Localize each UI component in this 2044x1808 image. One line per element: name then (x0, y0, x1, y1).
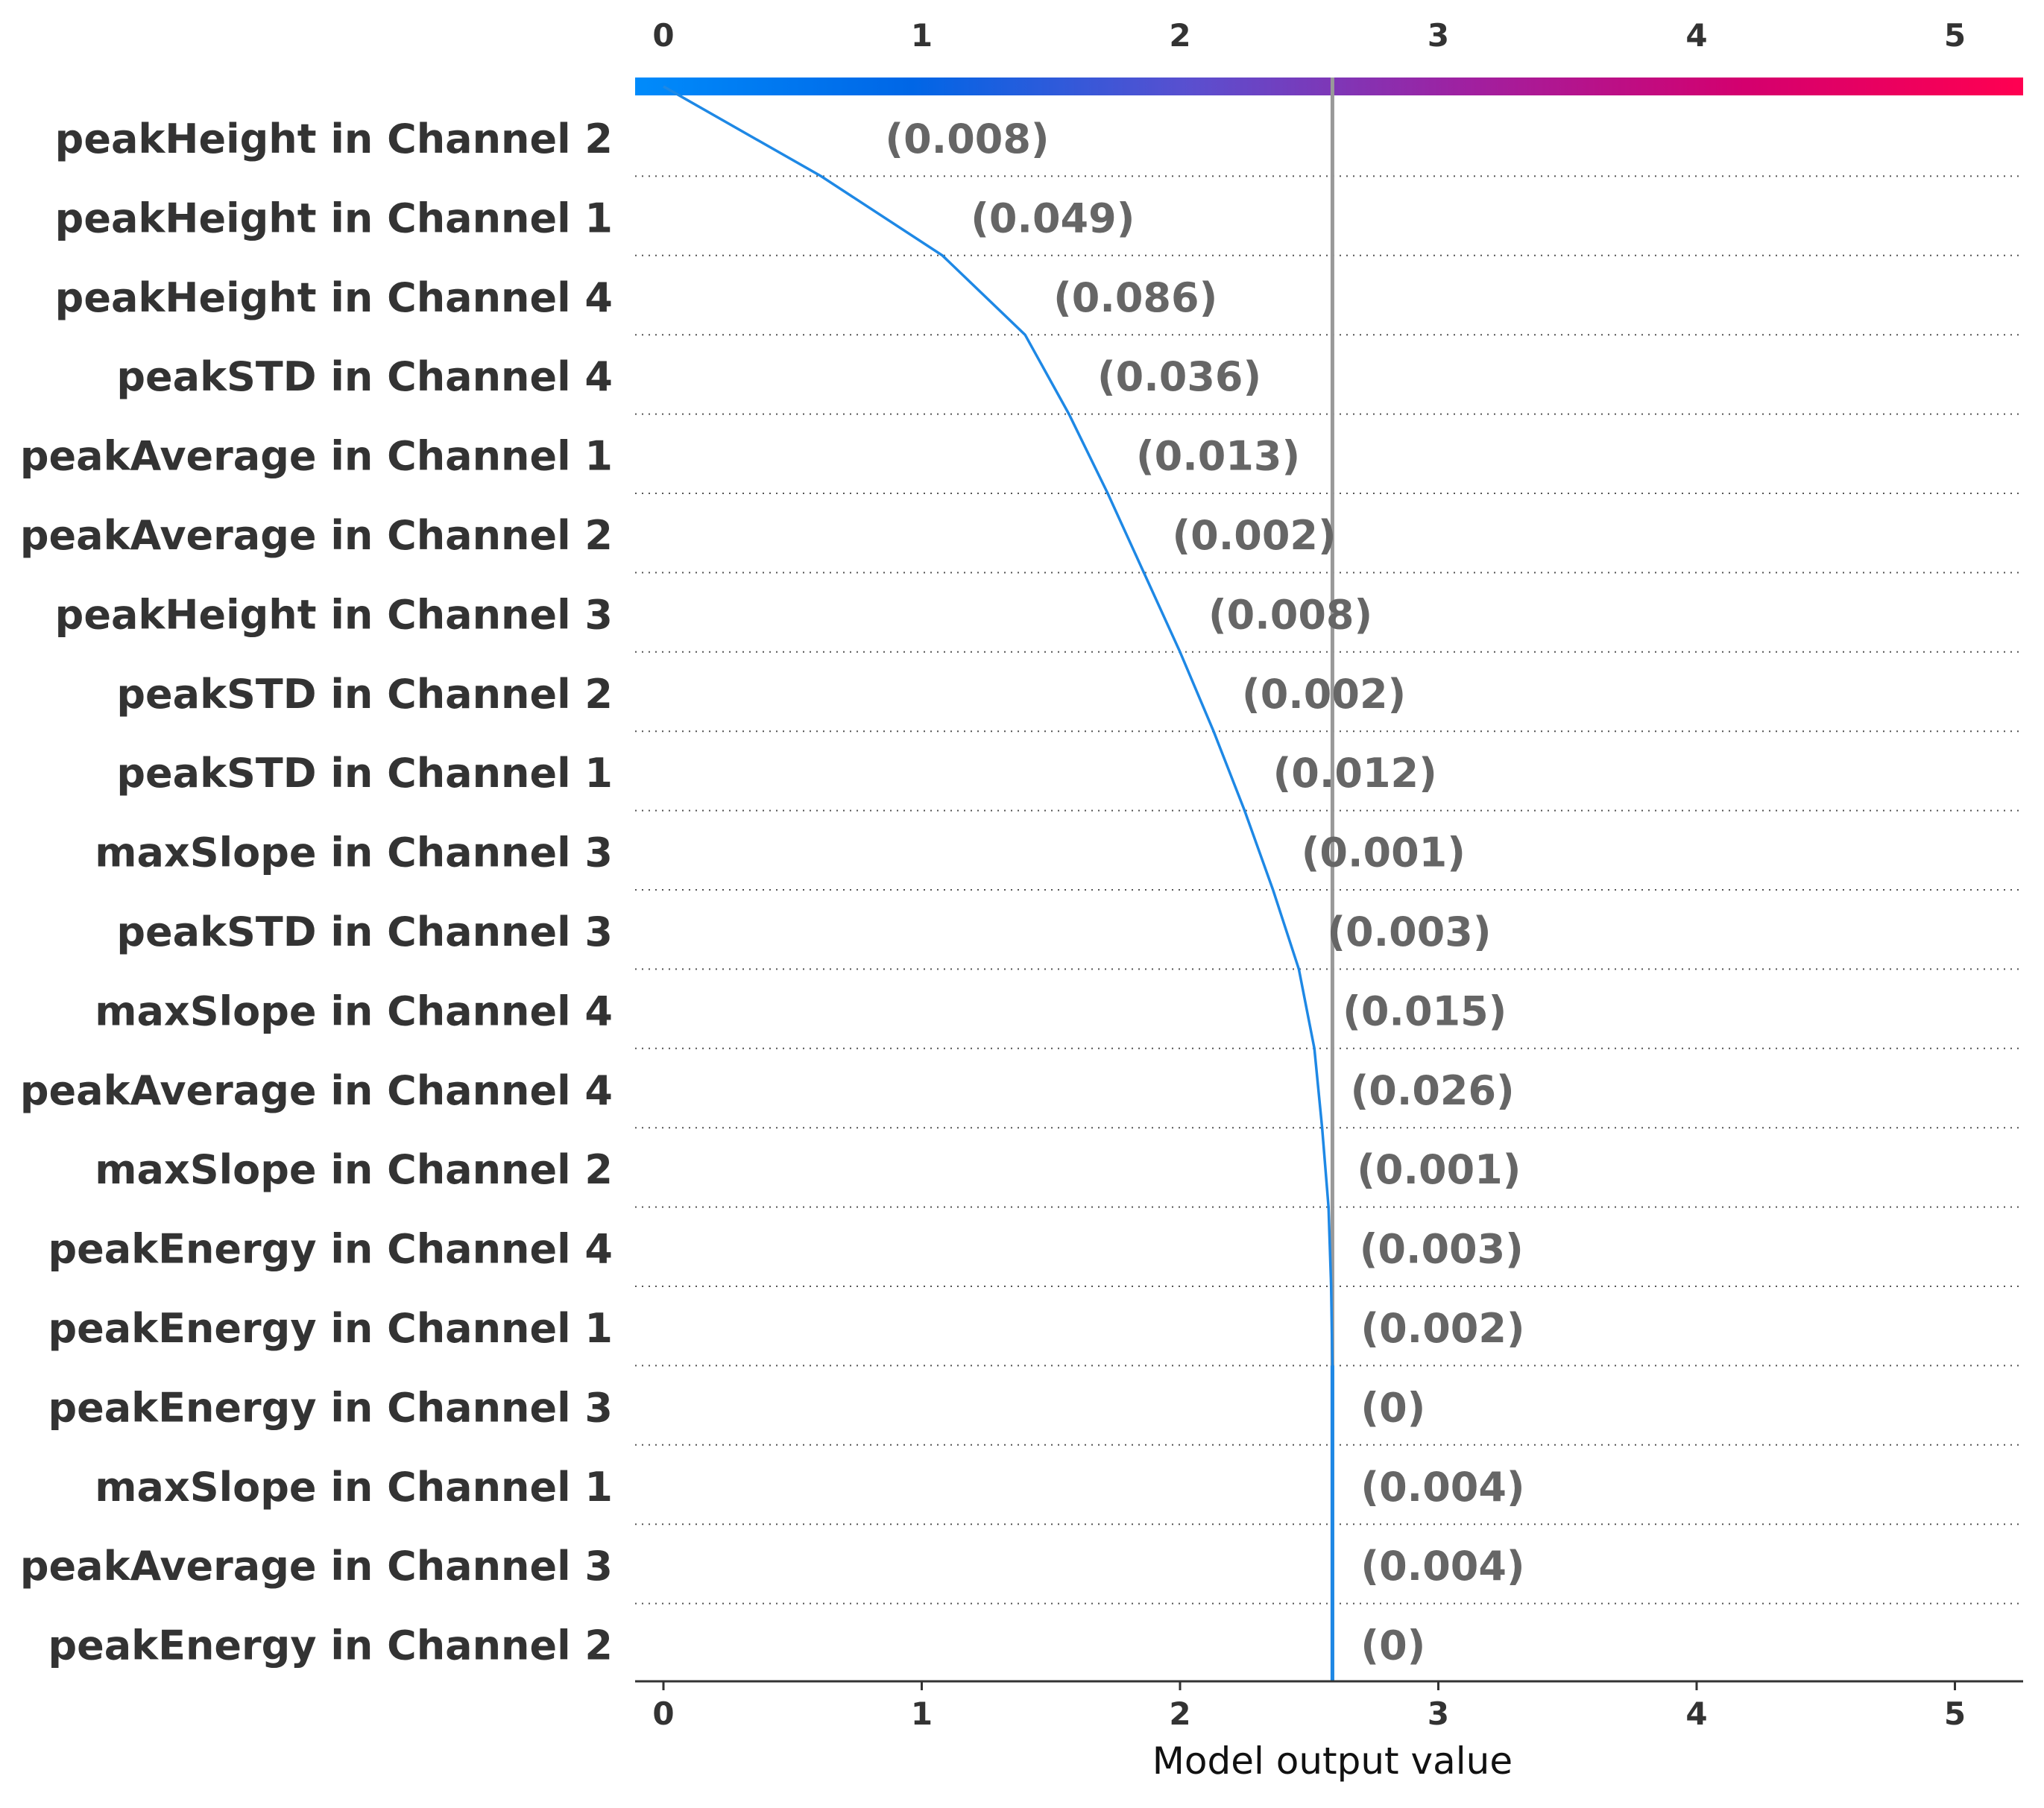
feature-label: peakEnergy in Channel 4 (48, 1226, 613, 1273)
x-axis: 0 1 2 3 4 5 0 1 2 3 4 5 Model output value (635, 17, 2023, 1783)
feature-value: (0.002) (1172, 512, 1336, 559)
feature-label: peakAverage in Channel 2 (20, 512, 613, 559)
feature-value: (0.004) (1360, 1543, 1524, 1590)
feature-label: peakEnergy in Channel 2 (48, 1622, 613, 1669)
feature-label: peakEnergy in Channel 1 (48, 1305, 613, 1352)
x-tick-label: 2 (1169, 1695, 1190, 1732)
colorbar (635, 78, 2023, 95)
feature-value: (0) (1360, 1622, 1425, 1669)
feature-value: (0.001) (1302, 829, 1466, 876)
feature-label: peakHeight in Channel 2 (55, 116, 613, 162)
feature-value: (0.001) (1357, 1146, 1521, 1193)
feature-value: (0.049) (971, 195, 1135, 241)
feature-values: (0.008) (0.049) (0.086) (0.036) (0.013) (0.00… (885, 116, 1524, 1669)
feature-value: (0) (1360, 1384, 1425, 1431)
feature-label: maxSlope in Channel 2 (95, 1146, 613, 1193)
feature-label: peakSTD in Channel 1 (116, 750, 613, 797)
feature-value: (0.015) (1343, 987, 1507, 1034)
feature-label: peakHeight in Channel 1 (55, 195, 613, 241)
feature-value: (0.012) (1273, 750, 1437, 797)
feature-label: peakEnergy in Channel 3 (48, 1384, 613, 1431)
feature-label: peakHeight in Channel 4 (55, 274, 613, 321)
decision-path-line (663, 85, 1334, 1681)
x-tick-label: 0 (652, 1695, 674, 1732)
decision-path (663, 85, 1334, 1681)
feature-label: peakSTD in Channel 4 (116, 353, 613, 400)
feature-label: maxSlope in Channel 1 (95, 1464, 613, 1511)
feature-label: maxSlope in Channel 4 (95, 987, 613, 1034)
top-tick-label: 1 (911, 17, 933, 54)
feature-value: (0.036) (1097, 353, 1261, 400)
feature-value: (0.004) (1360, 1464, 1524, 1511)
feature-value: (0.008) (885, 116, 1049, 162)
top-tick-label: 2 (1169, 17, 1190, 54)
x-tick-label: 3 (1428, 1695, 1449, 1732)
feature-value: (0.086) (1053, 274, 1217, 321)
feature-label: peakAverage in Channel 1 (20, 433, 613, 480)
feature-value: (0.003) (1327, 908, 1491, 955)
x-tick-label: 5 (1944, 1695, 1966, 1732)
colorbar-gradient (635, 78, 2023, 95)
x-tick-label: 4 (1685, 1695, 1707, 1732)
feature-label: peakSTD in Channel 3 (116, 908, 613, 955)
feature-label: peakHeight in Channel 3 (55, 591, 613, 638)
x-tick-label: 1 (911, 1695, 933, 1732)
top-tick-label: 0 (652, 17, 674, 54)
feature-value: (0.026) (1351, 1067, 1515, 1114)
feature-value: (0.013) (1136, 433, 1300, 480)
top-tick-label: 3 (1428, 17, 1449, 54)
feature-label: peakAverage in Channel 4 (20, 1067, 613, 1114)
feature-label: maxSlope in Channel 3 (95, 829, 613, 876)
x-axis-title: Model output value (1152, 1739, 1513, 1783)
feature-value: (0.008) (1208, 591, 1372, 638)
feature-value: (0.002) (1360, 1305, 1524, 1352)
top-tick-label: 4 (1685, 17, 1707, 54)
feature-labels: peakHeight in Channel 2 peakHeight in Cha… (20, 116, 613, 1669)
feature-label: peakSTD in Channel 2 (116, 671, 613, 718)
gridlines (635, 175, 2023, 1605)
feature-label: peakAverage in Channel 3 (20, 1543, 613, 1590)
top-tick-label: 5 (1944, 17, 1966, 54)
feature-value: (0.003) (1360, 1226, 1524, 1273)
feature-value: (0.002) (1242, 671, 1406, 718)
